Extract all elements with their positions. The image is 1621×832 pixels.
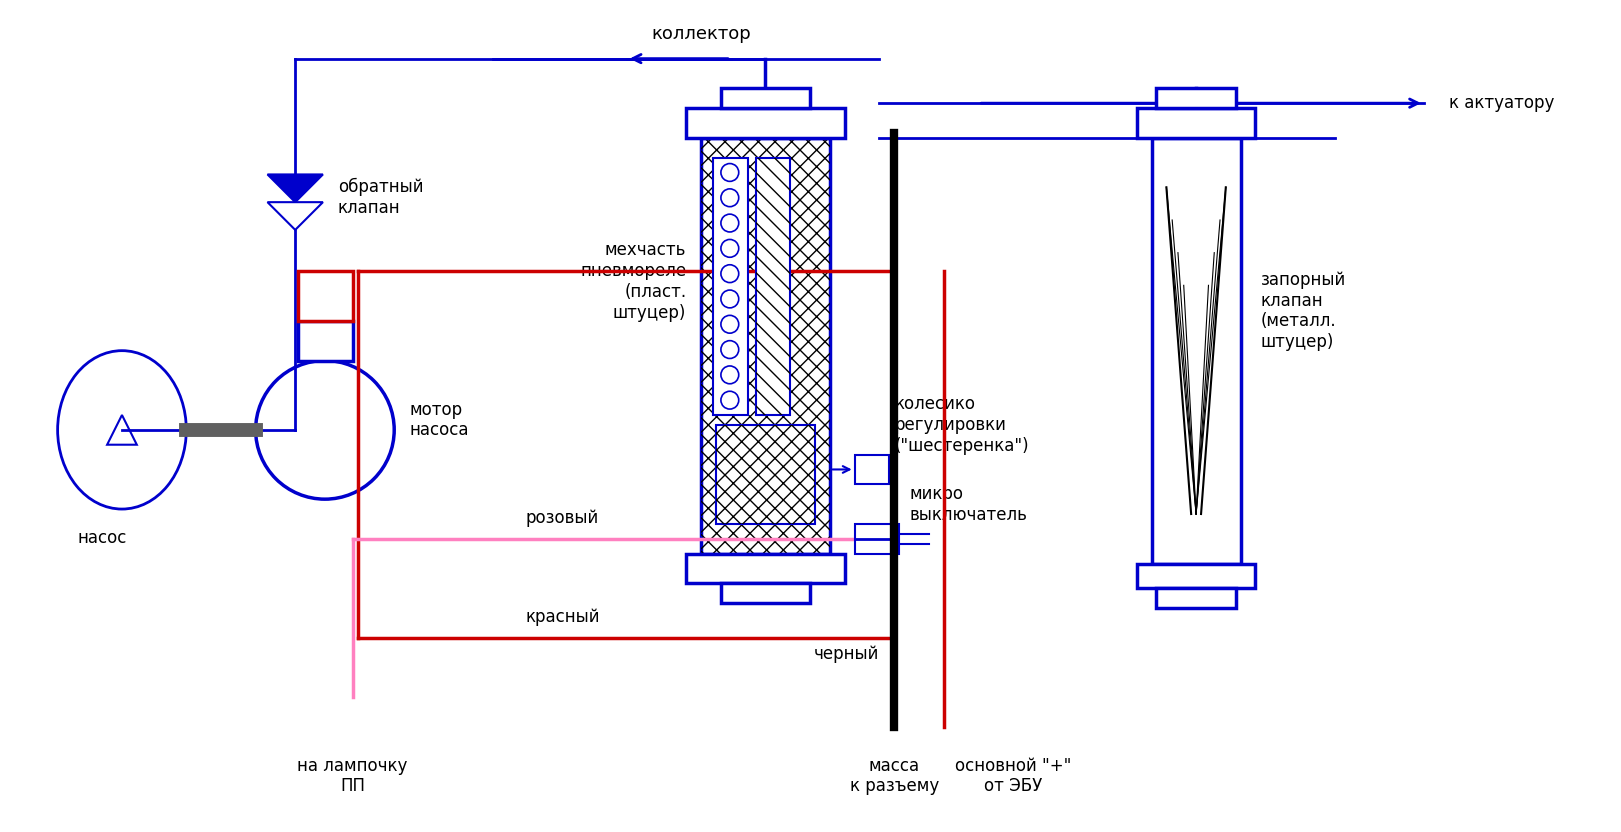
Bar [702, 138, 830, 553]
Polygon shape [267, 175, 323, 202]
Circle shape [721, 290, 739, 308]
Bar [854, 454, 890, 484]
Circle shape [721, 189, 739, 206]
Text: на лампочку
ПП: на лампочку ПП [297, 756, 408, 795]
Text: колесико
регулировки
("шестеренка"): колесико регулировки ("шестеренка") [895, 395, 1029, 455]
Bar [1156, 88, 1235, 108]
Circle shape [721, 164, 739, 181]
Text: черный: черный [814, 645, 879, 662]
Circle shape [721, 240, 739, 257]
Text: масса
к разъему: масса к разъему [849, 756, 939, 795]
Text: обратный
клапан: обратный клапан [337, 178, 423, 216]
Text: микро
выключатель: микро выключатель [909, 485, 1026, 523]
Bar [1136, 563, 1256, 588]
Circle shape [721, 214, 739, 232]
Bar [702, 138, 830, 553]
Text: насос: насос [78, 529, 126, 547]
Circle shape [721, 391, 739, 409]
Circle shape [721, 340, 739, 359]
Text: мотор
насоса: мотор насоса [408, 400, 468, 439]
Bar [716, 425, 815, 524]
Bar [1151, 138, 1240, 563]
Text: красный: красный [525, 608, 600, 626]
Circle shape [721, 366, 739, 384]
Circle shape [721, 315, 739, 333]
Bar [298, 271, 353, 321]
Text: к актуатору: к актуатору [1449, 94, 1555, 112]
Ellipse shape [58, 350, 186, 509]
Bar [1156, 588, 1235, 608]
Text: запорный
клапан
(металл.
штуцер): запорный клапан (металл. штуцер) [1261, 271, 1345, 351]
Bar [1136, 108, 1256, 138]
Bar [713, 157, 747, 415]
Bar [854, 524, 900, 553]
Text: мехчасть
пневмореле
(пласт.
штуцер): мехчасть пневмореле (пласт. штуцер) [580, 241, 686, 321]
Circle shape [721, 265, 739, 283]
Bar [755, 157, 789, 415]
Bar [721, 88, 810, 108]
Bar [298, 321, 353, 360]
Bar [716, 425, 815, 524]
Text: розовый: розовый [525, 509, 600, 527]
Text: коллектор: коллектор [652, 25, 751, 43]
Bar [686, 553, 845, 583]
Bar [686, 108, 845, 138]
Circle shape [256, 360, 394, 499]
Text: основной "+"
от ЭБУ: основной "+" от ЭБУ [955, 756, 1071, 795]
Bar [716, 425, 815, 524]
Bar [755, 157, 789, 415]
Bar [755, 157, 789, 415]
Polygon shape [267, 202, 323, 230]
Bar [721, 583, 810, 603]
